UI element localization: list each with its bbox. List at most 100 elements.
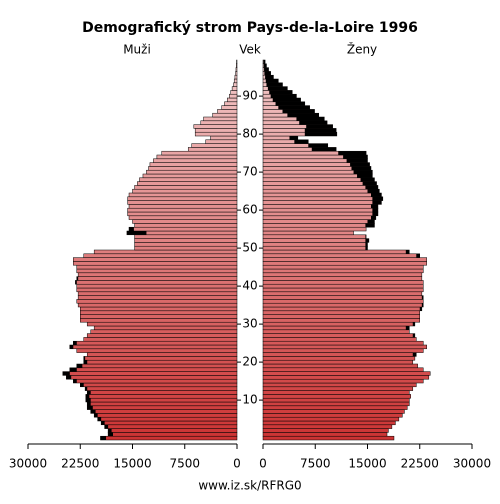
excess	[365, 242, 367, 246]
excess	[305, 132, 337, 136]
y-tick-label: 50	[242, 241, 257, 255]
bar	[263, 406, 407, 410]
bar	[153, 159, 237, 163]
bar	[63, 372, 237, 376]
bar	[162, 151, 237, 155]
excess	[312, 147, 336, 151]
bar	[201, 121, 237, 125]
excess	[73, 379, 76, 383]
excess	[268, 87, 288, 91]
y-tick-label: 90	[242, 89, 257, 103]
bar	[213, 113, 237, 117]
bar	[231, 90, 237, 94]
bar	[263, 330, 409, 334]
bar	[263, 402, 409, 406]
x-tick-label: 15000	[113, 457, 151, 471]
excess	[372, 212, 378, 216]
bar	[77, 265, 237, 269]
excess	[357, 174, 372, 178]
bar	[84, 254, 237, 258]
bar	[135, 239, 237, 243]
bar	[133, 220, 238, 224]
excess	[87, 406, 93, 410]
bar	[263, 178, 374, 182]
bar	[229, 94, 237, 98]
excess	[299, 121, 327, 125]
bar	[87, 406, 237, 410]
bar	[78, 303, 237, 307]
x-tick-label: 0	[259, 457, 267, 471]
excess	[354, 170, 373, 174]
bar	[128, 197, 237, 201]
excess	[413, 334, 415, 338]
bar	[263, 269, 423, 273]
bar	[263, 220, 374, 224]
bar	[263, 421, 395, 425]
bar	[222, 106, 237, 110]
excess	[365, 223, 374, 227]
bar	[135, 246, 237, 250]
excess	[108, 432, 113, 436]
bar	[263, 364, 418, 368]
bar	[98, 417, 237, 421]
excess	[84, 360, 87, 364]
bar	[73, 341, 237, 345]
excess	[287, 113, 318, 117]
excess	[264, 68, 269, 72]
bar	[263, 345, 427, 349]
bar	[78, 273, 237, 277]
bar	[263, 391, 409, 395]
axis-label: Vek	[239, 43, 261, 57]
excess	[416, 254, 419, 258]
bar	[78, 292, 237, 296]
bar	[84, 360, 237, 364]
bar	[135, 223, 237, 227]
bar	[263, 356, 415, 360]
bar	[195, 132, 237, 136]
bar	[263, 429, 388, 433]
bar	[91, 330, 237, 334]
excess	[273, 98, 301, 102]
bar	[263, 193, 381, 197]
bar	[263, 432, 387, 436]
bar	[263, 322, 415, 326]
bar	[263, 337, 416, 341]
excess	[265, 75, 273, 79]
bar	[263, 299, 423, 303]
excess	[422, 296, 423, 300]
bar	[263, 261, 427, 265]
excess	[269, 90, 292, 94]
bar	[195, 128, 237, 132]
bar	[101, 421, 237, 425]
excess	[371, 204, 378, 208]
y-tick-label: 70	[242, 165, 257, 179]
bar	[77, 288, 237, 292]
x-tick-label: 15000	[348, 457, 386, 471]
bar	[135, 185, 237, 189]
bar	[263, 216, 376, 220]
excess	[420, 307, 422, 311]
excess	[63, 372, 70, 376]
bar	[263, 280, 423, 284]
bar	[129, 204, 237, 208]
x-tick-label: 30000	[9, 457, 47, 471]
bar	[77, 349, 237, 353]
x-tick-label: 0	[233, 457, 241, 471]
bar	[263, 208, 378, 212]
bar	[143, 174, 237, 178]
bar	[188, 147, 237, 151]
legend-left: Muži	[123, 43, 151, 57]
excess	[422, 303, 423, 307]
bar	[235, 75, 237, 79]
excess	[80, 383, 83, 387]
bar	[135, 242, 237, 246]
excess	[365, 235, 366, 239]
bar	[75, 280, 237, 284]
bar	[234, 79, 237, 83]
bar	[80, 383, 237, 387]
bar	[66, 375, 237, 379]
bar	[80, 307, 237, 311]
excess	[350, 163, 370, 167]
bar	[263, 375, 429, 379]
